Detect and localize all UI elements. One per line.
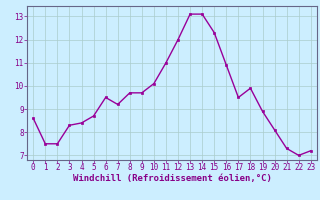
X-axis label: Windchill (Refroidissement éolien,°C): Windchill (Refroidissement éolien,°C): [73, 174, 271, 183]
